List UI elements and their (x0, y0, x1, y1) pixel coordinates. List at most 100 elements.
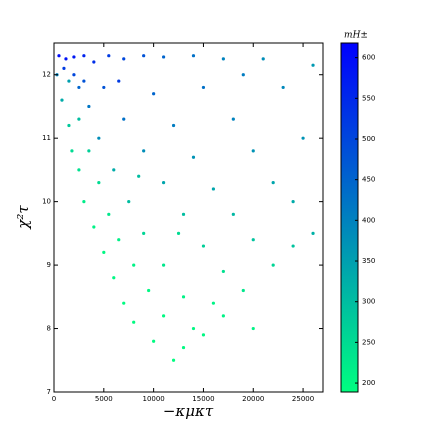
x-tick-label: 15000 (192, 395, 214, 403)
point (251, 149, 255, 153)
x-tick-label: 20000 (242, 395, 264, 403)
point (92, 60, 96, 64)
point (147, 288, 151, 293)
point (102, 85, 106, 90)
colorbar (340, 42, 359, 393)
point (271, 263, 275, 267)
point (97, 181, 101, 185)
point (142, 149, 146, 153)
point (87, 104, 91, 109)
point (82, 54, 86, 58)
point (132, 263, 136, 267)
point (311, 231, 315, 235)
point (72, 73, 76, 77)
point (221, 269, 225, 274)
point (97, 136, 101, 140)
point (122, 301, 126, 305)
point (161, 55, 166, 59)
point (191, 155, 196, 159)
point (107, 212, 111, 216)
point (117, 79, 121, 83)
plot-frame (53, 42, 324, 393)
y-axis-label: χ²τ (14, 205, 32, 230)
point (77, 85, 81, 90)
point (211, 301, 216, 305)
point (176, 231, 181, 235)
point (171, 358, 176, 362)
point (231, 117, 235, 121)
x-tick-label: 0 (52, 395, 56, 403)
points (55, 54, 315, 362)
colorbar-tick-label: 300 (362, 298, 375, 306)
point (171, 123, 176, 128)
point (112, 276, 116, 280)
x-tick-label: 25000 (292, 395, 314, 403)
colorbar-tick-label: 200 (362, 379, 375, 387)
point (87, 149, 91, 153)
point (181, 212, 186, 216)
point (181, 295, 186, 299)
colorbar-tick-label: 250 (362, 338, 375, 346)
point (137, 174, 141, 178)
point (191, 326, 196, 331)
point (211, 187, 216, 191)
point (67, 79, 71, 83)
colorbar-tick-label: 400 (362, 216, 375, 224)
x-tick-label: 10000 (142, 395, 164, 403)
colorbar-tick-label: 550 (362, 94, 375, 102)
y-tick-label: 11 (42, 134, 51, 142)
point (64, 57, 68, 61)
point (132, 320, 136, 324)
point (181, 345, 186, 350)
point (201, 333, 206, 337)
point (161, 181, 166, 185)
point (251, 238, 255, 242)
point (281, 85, 285, 90)
colorbar-tick-label: 350 (362, 257, 375, 265)
point (82, 79, 86, 83)
point (161, 314, 166, 318)
point (102, 250, 106, 254)
point (221, 314, 225, 318)
point (201, 85, 206, 90)
point (271, 181, 275, 185)
point (77, 168, 81, 172)
point (117, 238, 121, 242)
point (62, 66, 66, 70)
point (291, 200, 295, 204)
x-axis-label: −κμκτ (163, 402, 214, 420)
point (311, 63, 315, 67)
point (77, 117, 81, 121)
point (67, 123, 71, 128)
point (72, 55, 76, 59)
colorbar-label: mH± (344, 31, 368, 41)
point (122, 117, 126, 121)
point (122, 57, 126, 61)
point (241, 288, 245, 293)
y-tick-label: 10 (42, 198, 51, 206)
point (191, 54, 196, 58)
point (142, 54, 146, 58)
point (161, 263, 166, 267)
colorbar-tick-label: 450 (362, 176, 375, 184)
point (127, 200, 131, 204)
colorbar-tick-label: 600 (362, 54, 375, 62)
point (152, 92, 156, 96)
x-tick-label: 5000 (95, 395, 113, 403)
point (301, 136, 305, 140)
colorbar-tick-label: 500 (362, 135, 375, 143)
point (107, 54, 111, 58)
point (60, 98, 64, 102)
point (201, 244, 206, 248)
y-tick-label: 7 (47, 388, 51, 396)
point (82, 200, 86, 204)
point (142, 231, 146, 235)
point (241, 73, 245, 77)
point (261, 57, 265, 61)
point (221, 57, 225, 61)
point (112, 168, 116, 172)
point (251, 326, 255, 331)
y-tick-label: 8 (47, 325, 51, 333)
point (152, 339, 156, 343)
